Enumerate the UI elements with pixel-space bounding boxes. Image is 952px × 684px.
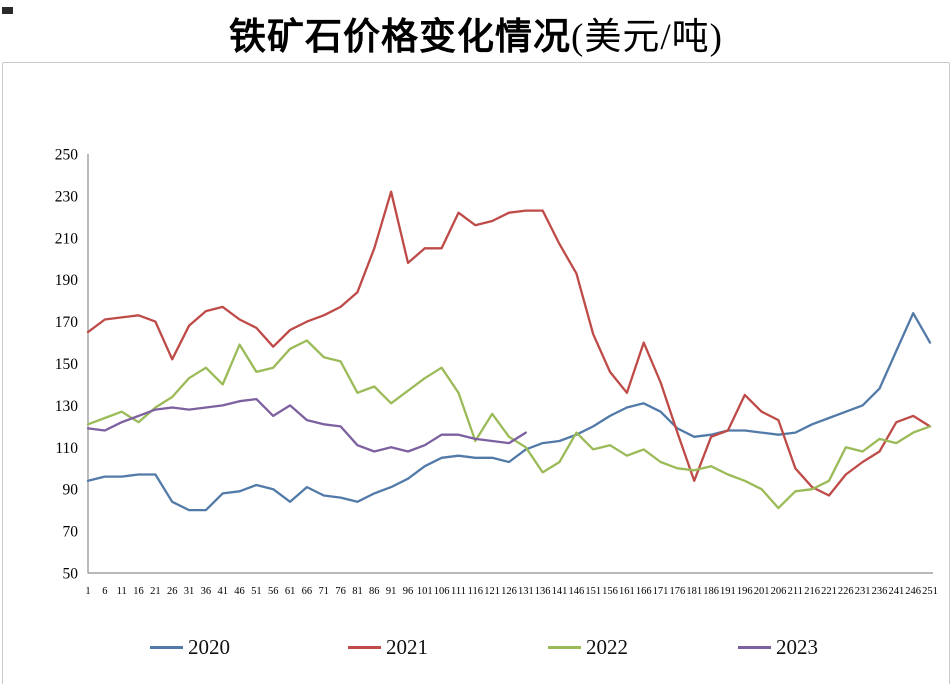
x-axis-tick-label: 161 — [619, 586, 635, 597]
x-axis-tick-label: 46 — [234, 586, 245, 597]
legend-swatch-2021-icon — [348, 645, 381, 649]
x-axis-tick-label: 251 — [922, 586, 938, 597]
x-axis-tick-label: 196 — [737, 586, 753, 597]
x-axis-tick-label: 131 — [518, 586, 534, 597]
x-axis-tick-label: 206 — [771, 586, 787, 597]
series-line-2020 — [86, 312, 932, 512]
x-axis-tick-label: 106 — [434, 586, 450, 597]
x-axis-tick-label: 31 — [184, 586, 195, 597]
x-axis-tick-label: 26 — [167, 586, 178, 597]
x-axis-tick-label: 166 — [636, 586, 652, 597]
series-line-2022 — [86, 339, 932, 510]
axis-lines — [87, 154, 933, 574]
x-axis-tick-label: 191 — [720, 586, 736, 597]
chart-title-unit: (美元/吨) — [571, 17, 723, 58]
legend-swatch-2023-icon — [738, 645, 771, 649]
x-axis-tick-label: 116 — [468, 586, 483, 597]
y-axis-tick-label: 50 — [63, 566, 79, 583]
x-axis-tick-label: 71 — [319, 586, 330, 597]
x-axis-tick-label: 16 — [133, 586, 144, 597]
chart-legend: 2020 2021 2022 2023 — [0, 633, 952, 663]
x-axis-tick-label: 61 — [285, 586, 296, 597]
x-axis-tick-label: 111 — [451, 586, 466, 597]
y-axis-tick-label: 70 — [63, 524, 79, 541]
series-line-2023 — [86, 397, 527, 453]
x-axis-tick-label: 181 — [686, 586, 702, 597]
x-axis-tick-label: 201 — [754, 586, 770, 597]
legend-label-2020: 2020 — [188, 634, 230, 659]
y-axis-tick-label: 230 — [55, 188, 79, 205]
x-axis-tick-label: 141 — [552, 586, 568, 597]
x-axis-tick-label: 81 — [352, 586, 363, 597]
x-axis-tick-label: 6 — [102, 586, 107, 597]
x-axis-tick-label: 156 — [602, 586, 618, 597]
x-axis-tick-label: 41 — [217, 586, 228, 597]
x-axis-tick-label: 11 — [117, 586, 127, 597]
x-axis-tick-label: 246 — [905, 586, 921, 597]
y-axis-tick-label: 190 — [55, 272, 79, 289]
x-axis-tick-label: 76 — [335, 586, 346, 597]
chart-title-text: 铁矿石价格变化情况 — [229, 17, 572, 58]
x-axis-tick-label: 136 — [535, 586, 551, 597]
x-axis-tick-label: 186 — [703, 586, 719, 597]
x-axis-tick-label: 96 — [403, 586, 414, 597]
x-axis-tick-label: 216 — [804, 586, 820, 597]
x-axis-tick-label: 176 — [670, 586, 686, 597]
page-title: 铁矿石价格变化情况(美元/吨) — [0, 6, 952, 60]
x-axis-tick-label: 151 — [585, 586, 601, 597]
y-axis-tick-label: 250 — [55, 147, 79, 164]
x-axis-tick-label: 221 — [821, 586, 837, 597]
x-axis-tick-label: 241 — [888, 586, 904, 597]
legend-item-2022: 2022 — [548, 633, 628, 661]
legend-swatch-2022-icon — [548, 645, 581, 649]
x-axis-tick-label: 36 — [201, 586, 212, 597]
legend-swatch-2020-icon — [150, 645, 183, 649]
x-axis-tick-label: 91 — [386, 586, 397, 597]
x-axis-tick-label: 211 — [788, 586, 803, 597]
legend-label-2021: 2021 — [386, 634, 428, 659]
x-axis-tick-label: 66 — [302, 586, 313, 597]
x-axis-tick-label: 126 — [501, 586, 517, 597]
y-axis-tick-label: 110 — [55, 440, 78, 457]
x-axis-tick-label: 51 — [251, 586, 262, 597]
x-axis-tick-label: 101 — [417, 586, 433, 597]
x-axis-tick-label: 1 — [85, 586, 90, 597]
legend-label-2023: 2023 — [776, 634, 818, 659]
series-line-2021 — [86, 190, 932, 497]
y-axis-tick-label: 90 — [63, 482, 79, 499]
legend-label-2022: 2022 — [586, 634, 628, 659]
y-axis-tick-label: 170 — [55, 314, 79, 331]
y-axis-tick-label: 130 — [55, 398, 79, 415]
x-axis-tick-label: 146 — [568, 586, 584, 597]
x-axis-tick-label: 231 — [855, 586, 871, 597]
chart-frame — [2, 62, 950, 684]
y-axis-tick-label: 210 — [55, 230, 79, 247]
x-axis-tick-label: 86 — [369, 586, 380, 597]
x-axis-tick-label: 56 — [268, 586, 279, 597]
x-axis-tick-label: 171 — [653, 586, 669, 597]
legend-item-2023: 2023 — [738, 633, 818, 661]
screen-artifact — [2, 7, 13, 14]
y-axis-tick-label: 150 — [55, 356, 79, 373]
x-axis-tick-label: 121 — [484, 586, 500, 597]
legend-item-2020: 2020 — [150, 633, 230, 661]
legend-item-2021: 2021 — [348, 633, 428, 661]
x-axis-tick-label: 236 — [872, 586, 888, 597]
x-axis-tick-label: 226 — [838, 586, 854, 597]
x-axis-tick-label: 21 — [150, 586, 161, 597]
